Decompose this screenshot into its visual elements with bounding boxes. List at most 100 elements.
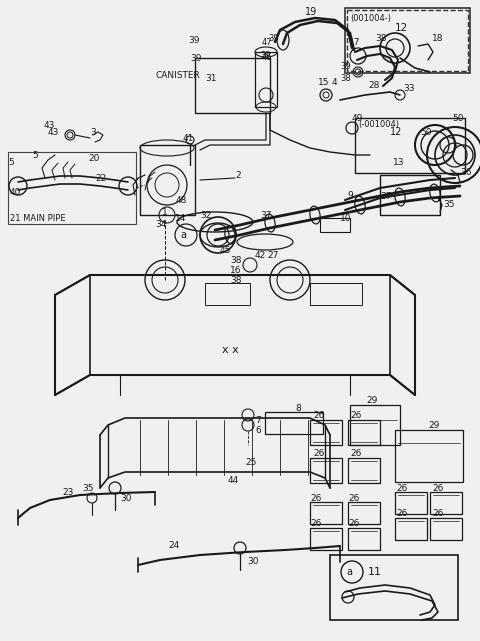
Bar <box>310 283 362 305</box>
Text: 37: 37 <box>260 210 272 219</box>
Text: 23: 23 <box>62 488 73 497</box>
Text: 8: 8 <box>295 403 301 413</box>
Bar <box>195 58 270 113</box>
Bar <box>395 492 427 514</box>
Text: 6: 6 <box>255 426 261 435</box>
Text: CANISTER: CANISTER <box>155 71 200 79</box>
Text: 26: 26 <box>348 519 360 528</box>
Bar <box>347 10 468 71</box>
Text: 39: 39 <box>190 53 202 63</box>
Bar <box>348 420 380 445</box>
Text: 21 MAIN PIPE: 21 MAIN PIPE <box>10 213 66 222</box>
Bar <box>310 502 342 524</box>
Text: 50: 50 <box>452 113 464 122</box>
Text: 18: 18 <box>432 33 444 42</box>
Text: 35: 35 <box>82 483 94 492</box>
Bar <box>395 518 427 540</box>
Text: 9: 9 <box>347 190 353 199</box>
Text: 26: 26 <box>313 449 324 458</box>
Text: 4: 4 <box>332 78 337 87</box>
Text: 26: 26 <box>396 510 408 519</box>
Text: 42: 42 <box>255 251 266 260</box>
Bar <box>348 528 380 550</box>
Text: 24: 24 <box>168 540 179 549</box>
Text: 15: 15 <box>318 78 329 87</box>
Bar <box>8 152 136 224</box>
Text: 27: 27 <box>267 251 278 260</box>
Text: 7: 7 <box>255 415 261 424</box>
Bar <box>355 118 465 173</box>
Text: 34: 34 <box>155 219 167 228</box>
Text: 31: 31 <box>205 74 216 83</box>
Text: 26: 26 <box>396 483 408 492</box>
Text: 41: 41 <box>183 133 194 142</box>
Text: 49: 49 <box>352 113 363 122</box>
Text: 26: 26 <box>348 494 360 503</box>
Text: 12: 12 <box>390 127 402 137</box>
Text: (001004-): (001004-) <box>350 13 391 22</box>
Text: 43: 43 <box>48 128 60 137</box>
Text: 39: 39 <box>340 62 350 71</box>
Text: 29: 29 <box>428 420 439 429</box>
Bar <box>395 430 463 482</box>
Text: 45: 45 <box>220 246 231 254</box>
Text: 44: 44 <box>228 476 239 485</box>
Text: 40: 40 <box>10 188 22 197</box>
Text: 48: 48 <box>176 196 187 204</box>
Text: 19: 19 <box>305 7 317 17</box>
Bar <box>345 8 470 73</box>
Text: 26: 26 <box>310 494 322 503</box>
Bar <box>350 405 400 445</box>
Text: 35: 35 <box>443 199 455 208</box>
Text: (-001004): (-001004) <box>358 119 399 128</box>
Text: 22: 22 <box>95 174 106 183</box>
Text: 2: 2 <box>235 171 240 179</box>
Text: 38: 38 <box>340 74 351 83</box>
Text: 26: 26 <box>350 449 361 458</box>
Text: 3: 3 <box>90 128 96 137</box>
Bar <box>310 420 342 445</box>
Text: 33: 33 <box>403 83 415 92</box>
Text: 20: 20 <box>88 153 99 163</box>
Text: x x: x x <box>222 345 239 355</box>
Text: 26: 26 <box>432 510 444 519</box>
Text: 28: 28 <box>368 81 379 90</box>
Bar <box>140 145 195 215</box>
Bar <box>430 492 462 514</box>
Text: 38: 38 <box>375 33 386 42</box>
Text: 25: 25 <box>245 458 256 467</box>
Text: 47: 47 <box>262 38 273 47</box>
Text: 38: 38 <box>230 256 241 265</box>
Text: 50: 50 <box>420 128 432 137</box>
Bar <box>430 518 462 540</box>
Text: 26: 26 <box>432 483 444 492</box>
Text: 11: 11 <box>368 567 382 577</box>
Text: 29: 29 <box>366 395 377 404</box>
Text: 13: 13 <box>393 158 405 167</box>
Text: 1: 1 <box>162 208 168 217</box>
Text: 26: 26 <box>313 410 324 419</box>
Text: 36: 36 <box>460 167 471 176</box>
Bar <box>330 555 458 620</box>
Text: 26: 26 <box>310 519 322 528</box>
Bar <box>348 458 380 483</box>
Text: 39: 39 <box>268 33 278 42</box>
Text: 10: 10 <box>340 213 351 222</box>
Bar <box>310 458 342 483</box>
Bar <box>265 412 323 434</box>
Text: 37: 37 <box>380 192 392 201</box>
Text: 39: 39 <box>188 35 200 44</box>
Text: 38: 38 <box>230 276 241 285</box>
Text: 43: 43 <box>44 121 55 129</box>
Text: a: a <box>180 230 186 240</box>
Text: 32: 32 <box>200 210 211 219</box>
Bar <box>310 528 342 550</box>
Text: 39: 39 <box>260 51 271 60</box>
Text: 5: 5 <box>32 151 38 160</box>
Text: 46: 46 <box>262 53 273 62</box>
Text: 5: 5 <box>8 158 14 167</box>
Bar <box>255 52 277 107</box>
Text: 17: 17 <box>349 38 360 47</box>
Text: 30: 30 <box>120 494 132 503</box>
Bar <box>348 502 380 524</box>
